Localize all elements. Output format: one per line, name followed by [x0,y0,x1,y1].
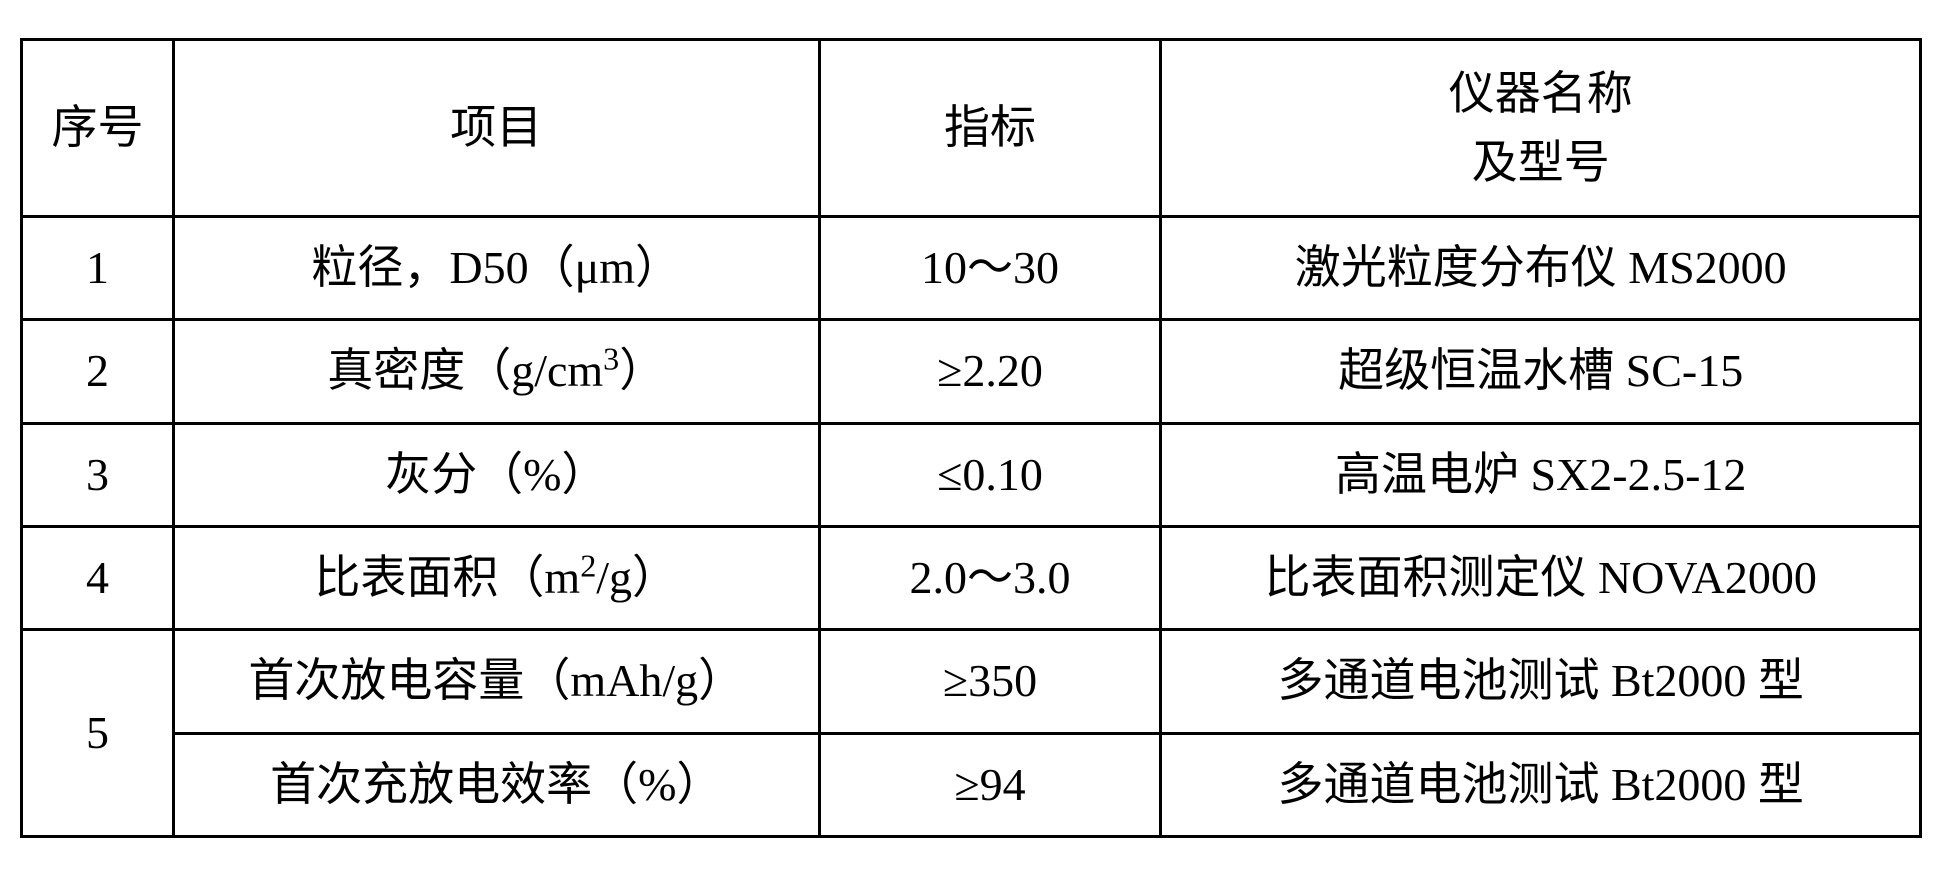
cell-item: 粒径，D50（μm） [173,216,819,319]
spec-table-container: 序号 项目 指标 仪器名称 及型号 1 粒径，D50（μm） 10～30 激光粒… [20,38,1922,838]
cell-seq: 5 [22,630,174,837]
table-row: 1 粒径，D50（μm） 10～30 激光粒度分布仪 MS2000 [22,216,1921,319]
header-instrument-line2: 及型号 [1472,137,1610,188]
header-seq: 序号 [22,39,174,216]
cell-inst: 多通道电池测试 Bt2000 型 [1161,733,1921,836]
cell-inst: 比表面积测定仪 NOVA2000 [1161,527,1921,630]
cell-spec: ≤0.10 [819,423,1161,526]
cell-seq: 1 [22,216,174,319]
cell-seq: 2 [22,320,174,423]
cell-spec: 10～30 [819,216,1161,319]
cell-item: 灰分（%） [173,423,819,526]
table-row: 5 首次放电容量（mAh/g） ≥350 多通道电池测试 Bt2000 型 [22,630,1921,733]
header-instrument-line1: 仪器名称 [1449,68,1633,119]
cell-item: 比表面积（m2/g） [173,527,819,630]
table-row: 4 比表面积（m2/g） 2.0～3.0 比表面积测定仪 NOVA2000 [22,527,1921,630]
cell-inst: 超级恒温水槽 SC-15 [1161,320,1921,423]
header-instrument: 仪器名称 及型号 [1161,39,1921,216]
cell-inst: 激光粒度分布仪 MS2000 [1161,216,1921,319]
cell-spec: 2.0～3.0 [819,527,1161,630]
cell-seq: 3 [22,423,174,526]
table-row: 3 灰分（%） ≤0.10 高温电炉 SX2-2.5-12 [22,423,1921,526]
cell-inst: 高温电炉 SX2-2.5-12 [1161,423,1921,526]
cell-spec: ≥94 [819,733,1161,836]
cell-spec: ≥2.20 [819,320,1161,423]
table-row: 2 真密度（g/cm3） ≥2.20 超级恒温水槽 SC-15 [22,320,1921,423]
cell-inst: 多通道电池测试 Bt2000 型 [1161,630,1921,733]
header-item: 项目 [173,39,819,216]
header-spec: 指标 [819,39,1161,216]
cell-seq: 4 [22,527,174,630]
spec-table: 序号 项目 指标 仪器名称 及型号 1 粒径，D50（μm） 10～30 激光粒… [20,38,1922,838]
cell-item: 首次充放电效率（%） [173,733,819,836]
cell-item: 首次放电容量（mAh/g） [173,630,819,733]
table-row: 首次充放电效率（%） ≥94 多通道电池测试 Bt2000 型 [22,733,1921,836]
cell-spec: ≥350 [819,630,1161,733]
table-header-row: 序号 项目 指标 仪器名称 及型号 [22,39,1921,216]
cell-item: 真密度（g/cm3） [173,320,819,423]
